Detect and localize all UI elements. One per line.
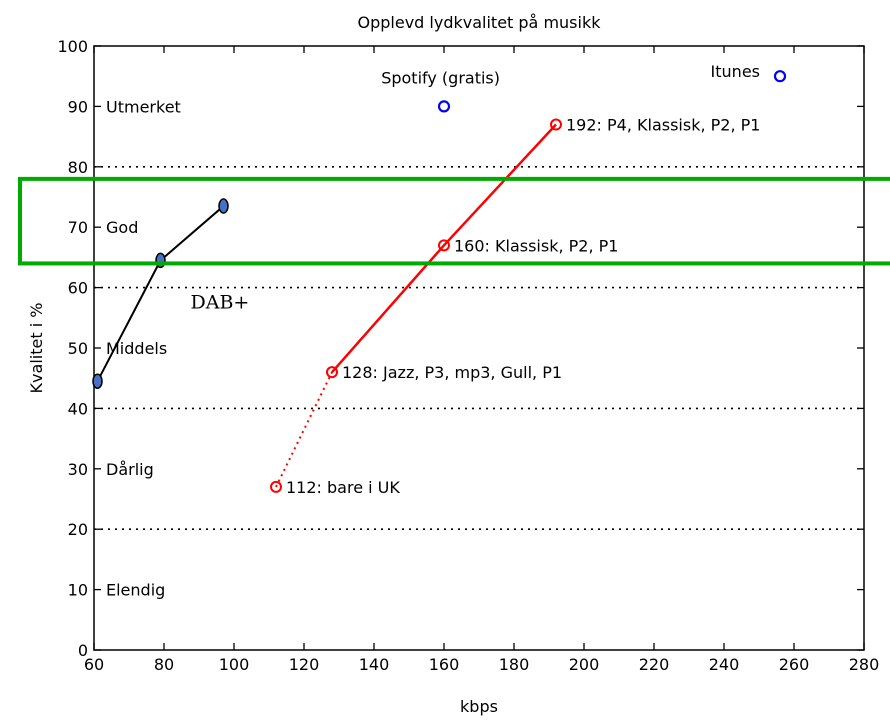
data-point-dab — [218, 198, 229, 214]
quality-label: Middels — [106, 339, 167, 358]
series-line-red-solid — [331, 123, 557, 373]
quality-label: Elendig — [106, 581, 165, 600]
y-tick-label: 30 — [68, 460, 88, 479]
data-point-dab — [92, 373, 103, 389]
y-tick-label: 20 — [68, 520, 88, 539]
y-tick-label: 60 — [68, 279, 88, 298]
series-label-dab: DAB+ — [191, 291, 250, 313]
y-tick-label: 10 — [68, 581, 88, 600]
x-tick-label: 140 — [359, 655, 390, 674]
x-tick-label: 180 — [499, 655, 530, 674]
quality-label: Dårlig — [106, 460, 154, 479]
x-tick-label: 240 — [709, 655, 740, 674]
y-tick-label: 0 — [78, 641, 88, 660]
quality-label: Utmerket — [106, 97, 181, 116]
x-tick-label: 160 — [429, 655, 460, 674]
data-point-red — [550, 118, 562, 131]
data-point-red — [438, 239, 450, 252]
quality-label: God — [106, 218, 138, 237]
x-tick-label: 220 — [639, 655, 670, 674]
y-tick-label: 80 — [68, 158, 88, 177]
x-axis-label: kbps — [460, 697, 498, 716]
ticks-layer: 0 10 20 30 40 50 60 70 80 90 100 60 80 100 120 140 160 18… — [57, 37, 879, 674]
data-point-blue — [773, 70, 787, 83]
data-label-red: 128: Jazz, P3, mp3, Gull, P1 — [342, 363, 562, 382]
y-tick-label: 90 — [68, 97, 88, 116]
data-label-red: 112: bare i UK — [286, 478, 400, 497]
x-tick-label: 60 — [84, 655, 104, 674]
data-label-red: 192: P4, Klassisk, P2, P1 — [566, 116, 760, 135]
annotation-layer — [18, 176, 890, 266]
y-axis-label: Kvalitet i % — [27, 303, 46, 394]
y-tick-label: 40 — [68, 399, 88, 418]
x-tick-label: 200 — [569, 655, 600, 674]
label-layer: Utmerket God Middels Dårlig Elendig 112: bare… — [106, 62, 760, 599]
data-label-blue: Spotify (gratis) — [381, 68, 500, 87]
x-tick-label: 260 — [779, 655, 810, 674]
x-tick-label: 80 — [154, 655, 174, 674]
annotation-rectangle-green — [18, 176, 890, 266]
y-tick-label: 70 — [68, 218, 88, 237]
x-tick-label: 280 — [849, 655, 880, 674]
data-point-red — [326, 366, 338, 379]
data-point-blue — [437, 100, 451, 113]
x-tick-label: 120 — [289, 655, 320, 674]
grid-layer — [94, 166, 864, 531]
data-label-red: 160: Klassisk, P2, P1 — [454, 236, 618, 255]
x-tick-label: 100 — [219, 655, 250, 674]
y-tick-label: 50 — [68, 339, 88, 358]
y-tick-label: 100 — [57, 37, 88, 56]
chart-title: Opplevd lydkvalitet på musikk — [358, 13, 602, 32]
data-label-blue: Itunes — [711, 62, 760, 81]
data-point-red — [270, 480, 282, 493]
